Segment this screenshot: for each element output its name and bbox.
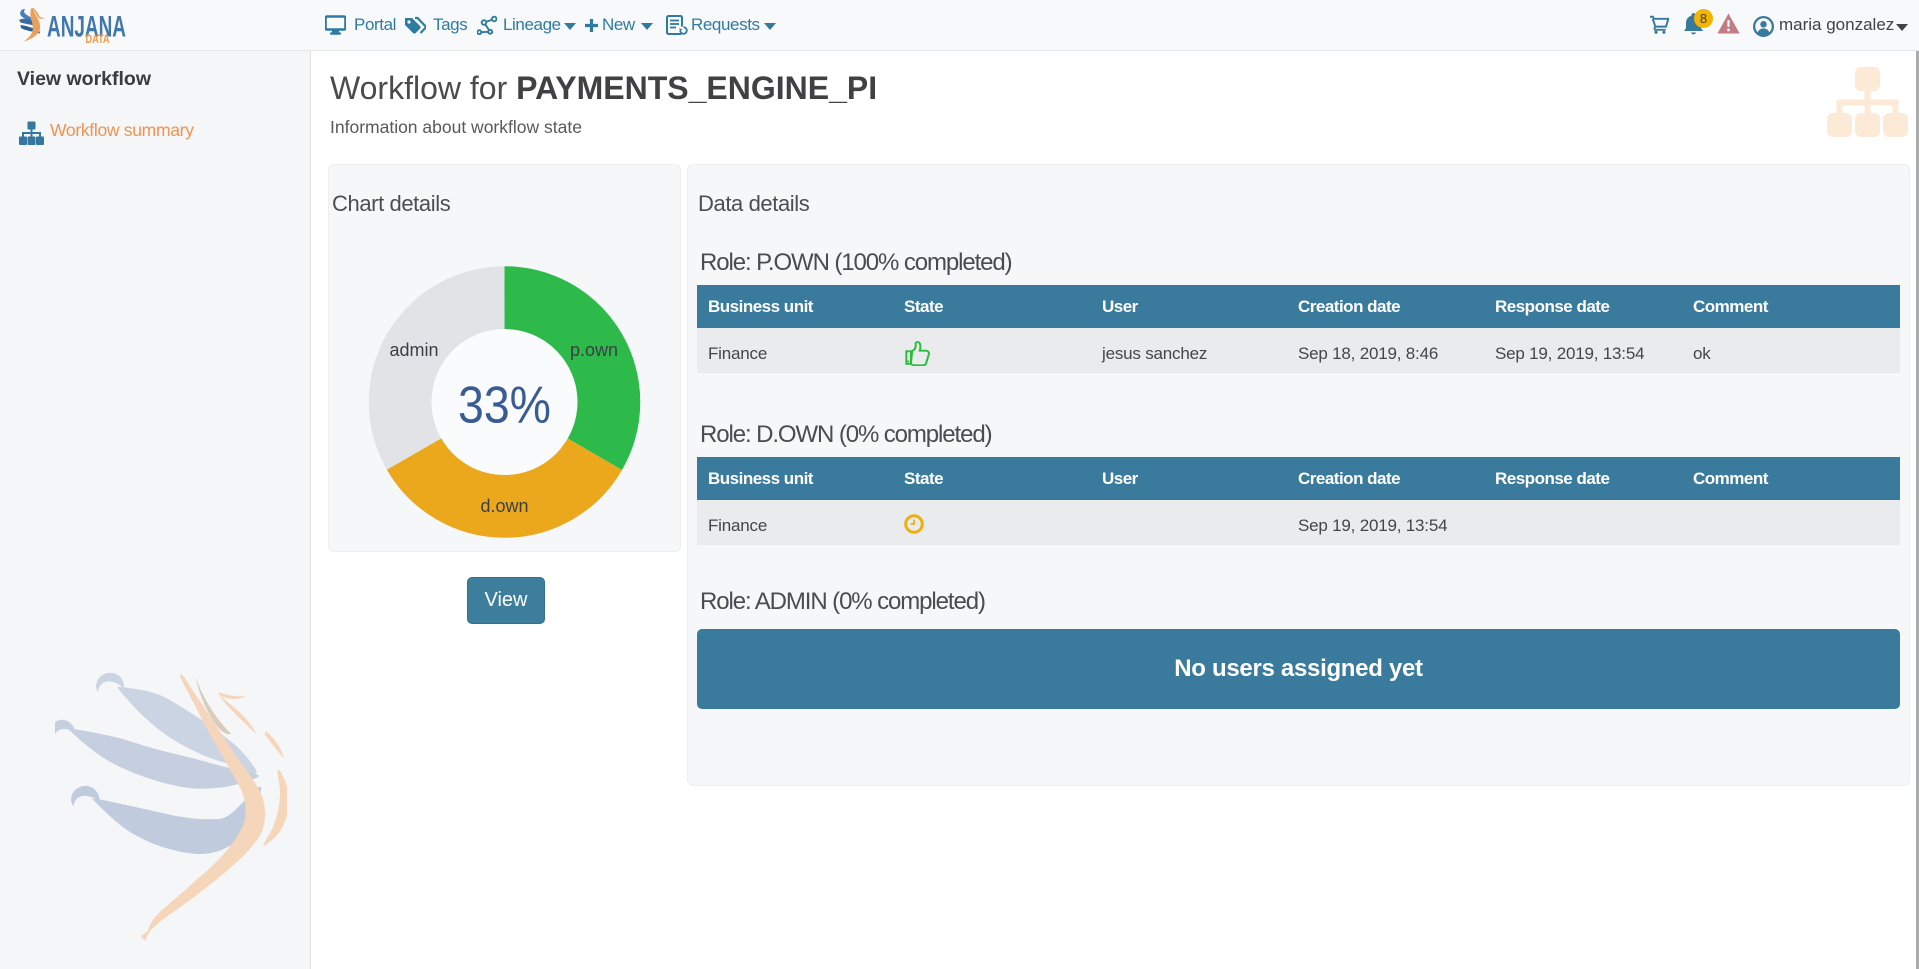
svg-text:d.own: d.own (480, 496, 528, 516)
svg-text:DATA: DATA (86, 34, 110, 46)
svg-text:p.own: p.own (570, 340, 618, 360)
svg-text:admin: admin (389, 340, 438, 360)
svg-text:ANJANA: ANJANA (47, 11, 126, 44)
svg-text:33%: 33% (458, 377, 551, 435)
